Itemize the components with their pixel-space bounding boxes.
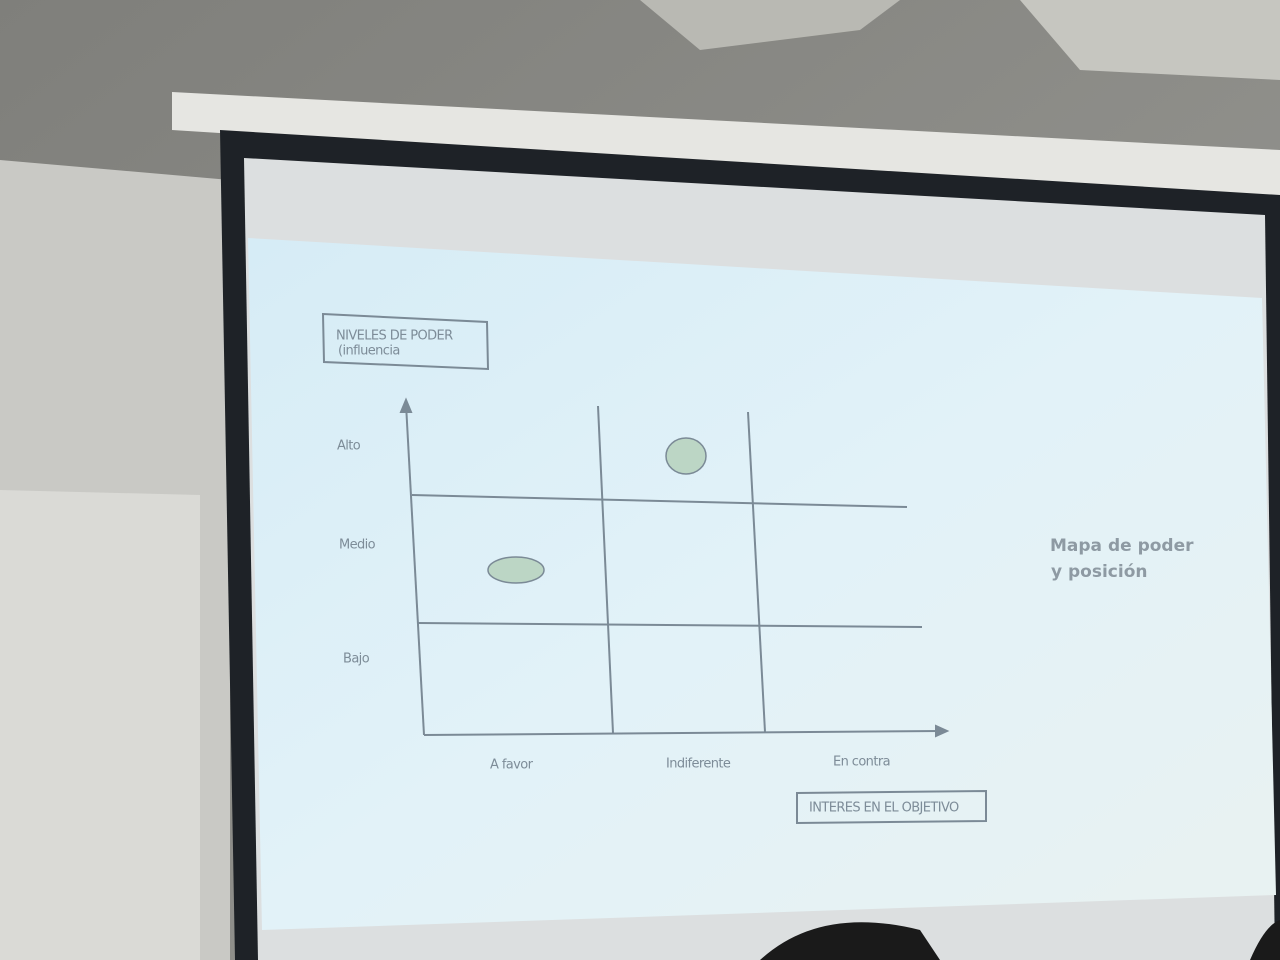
slide: [248, 238, 1276, 930]
grid-vertical: [747, 411, 766, 733]
x-axis-title: INTERES EN EL OBJETIVO: [809, 801, 959, 816]
ceiling-light: [640, 0, 900, 50]
x-level-label: Indiferente: [666, 757, 731, 772]
y-axis: [405, 403, 425, 736]
x-axis: [423, 730, 941, 736]
grid-vertical: [597, 405, 614, 734]
x-axis-box: [796, 789, 987, 825]
y-axis-title: (influencia: [338, 344, 400, 359]
x-level-label: A favor: [490, 758, 534, 773]
stakeholder-marker: [487, 556, 545, 584]
side-title: Mapa de poder: [1050, 536, 1194, 556]
grid-horizontal: [417, 622, 923, 628]
grid-horizontal: [411, 494, 908, 508]
whiteboard: [0, 490, 200, 960]
stakeholder-marker: [665, 437, 707, 475]
y-axis-box: [321, 312, 490, 371]
y-level-label: Bajo: [343, 652, 370, 667]
screen-roller: [172, 92, 1280, 200]
diagram: [321, 312, 987, 825]
x-arrow: [935, 724, 950, 738]
x-level-label: En contra: [833, 755, 890, 770]
y-level-label: Alto: [337, 439, 361, 454]
audience-head: [760, 922, 940, 960]
y-axis-title: NIVELES DE PODER: [336, 329, 453, 344]
ceiling-light: [1020, 0, 1280, 80]
y-arrow: [399, 397, 413, 413]
side-title: y posición: [1051, 562, 1147, 582]
audience-head: [1250, 920, 1280, 960]
y-level-label: Medio: [339, 538, 376, 553]
